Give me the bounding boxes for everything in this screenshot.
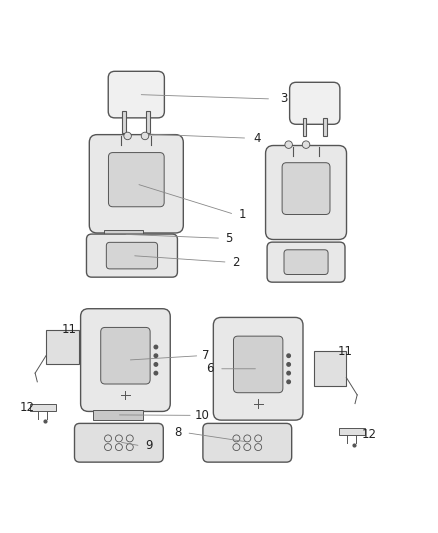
Text: 12: 12 <box>362 427 377 441</box>
FancyBboxPatch shape <box>290 82 340 124</box>
Circle shape <box>154 345 158 349</box>
Circle shape <box>287 380 290 384</box>
Bar <box>93 410 143 419</box>
Text: 9: 9 <box>145 439 152 453</box>
Circle shape <box>125 133 130 139</box>
Text: 2: 2 <box>232 256 240 269</box>
Text: 5: 5 <box>226 232 233 245</box>
Bar <box>104 230 143 238</box>
FancyBboxPatch shape <box>284 250 328 274</box>
FancyBboxPatch shape <box>267 242 345 282</box>
FancyBboxPatch shape <box>109 152 164 207</box>
Circle shape <box>285 141 292 148</box>
Text: 11: 11 <box>338 345 353 358</box>
Text: 11: 11 <box>61 323 76 336</box>
Circle shape <box>287 354 290 358</box>
Circle shape <box>287 362 290 366</box>
Circle shape <box>304 142 309 147</box>
FancyBboxPatch shape <box>282 163 330 214</box>
Text: 10: 10 <box>195 409 210 422</box>
Text: 3: 3 <box>280 92 287 106</box>
Bar <box>303 118 306 136</box>
Bar <box>30 405 56 411</box>
Text: 8: 8 <box>175 426 182 439</box>
FancyBboxPatch shape <box>108 71 164 118</box>
Bar <box>339 429 365 435</box>
FancyBboxPatch shape <box>106 243 158 269</box>
Text: 12: 12 <box>20 401 35 415</box>
FancyBboxPatch shape <box>86 234 177 277</box>
Circle shape <box>154 354 158 358</box>
Bar <box>314 351 346 386</box>
Text: 4: 4 <box>254 132 261 144</box>
Circle shape <box>154 362 158 366</box>
Bar <box>286 144 291 156</box>
Bar <box>123 111 126 133</box>
FancyBboxPatch shape <box>74 423 163 462</box>
Text: 7: 7 <box>201 349 209 362</box>
Circle shape <box>287 372 290 375</box>
FancyBboxPatch shape <box>265 146 346 239</box>
Circle shape <box>303 141 310 148</box>
Bar <box>46 329 79 365</box>
Bar <box>142 136 148 147</box>
Bar <box>304 144 309 156</box>
FancyBboxPatch shape <box>89 135 184 233</box>
FancyBboxPatch shape <box>213 318 303 420</box>
Bar <box>146 111 150 133</box>
Circle shape <box>286 142 291 147</box>
Circle shape <box>124 133 131 140</box>
Bar <box>323 118 327 136</box>
FancyBboxPatch shape <box>101 327 150 384</box>
FancyBboxPatch shape <box>203 423 292 462</box>
FancyBboxPatch shape <box>233 336 283 393</box>
Text: 1: 1 <box>239 208 246 221</box>
Circle shape <box>142 133 148 139</box>
FancyBboxPatch shape <box>81 309 170 411</box>
Text: 6: 6 <box>206 362 214 375</box>
Circle shape <box>154 372 158 375</box>
Circle shape <box>141 133 148 140</box>
Bar <box>125 136 130 147</box>
